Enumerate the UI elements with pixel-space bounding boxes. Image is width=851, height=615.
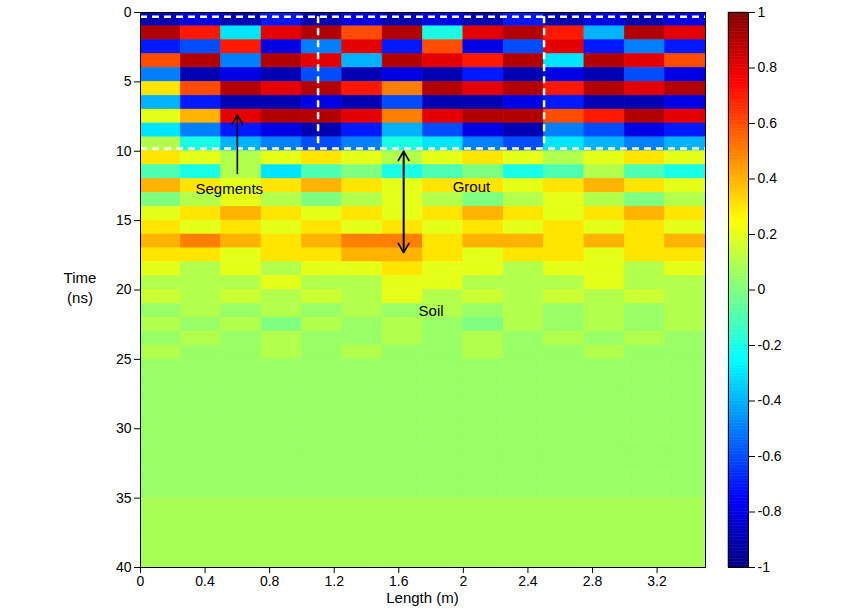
svg-text:0: 0 (758, 281, 766, 297)
svg-text:25: 25 (116, 351, 132, 367)
svg-text:0.6: 0.6 (758, 115, 778, 131)
svg-text:-0.8: -0.8 (758, 503, 782, 519)
svg-text:0: 0 (137, 573, 145, 589)
svg-text:15: 15 (116, 212, 132, 228)
svg-text:0.4: 0.4 (195, 573, 215, 589)
svg-text:-1: -1 (758, 559, 771, 575)
svg-text:Grout: Grout (453, 178, 491, 195)
svg-text:35: 35 (116, 490, 132, 506)
svg-text:-0.6: -0.6 (758, 448, 782, 464)
svg-text:3.2: 3.2 (647, 573, 667, 589)
svg-text:0.8: 0.8 (758, 59, 778, 75)
svg-text:1.2: 1.2 (324, 573, 344, 589)
svg-text:Soil: Soil (419, 302, 444, 319)
svg-text:40: 40 (116, 559, 132, 575)
svg-text:2.8: 2.8 (583, 573, 603, 589)
svg-text:30: 30 (116, 420, 132, 436)
svg-text:0: 0 (124, 4, 132, 20)
html-text:Length (m): Length (m) (386, 589, 459, 606)
svg-text:1: 1 (758, 4, 766, 20)
svg-text:10: 10 (116, 143, 132, 159)
svg-text:-0.4: -0.4 (758, 392, 782, 408)
svg-text:Segments: Segments (196, 180, 264, 197)
svg-text:1.6: 1.6 (389, 573, 409, 589)
svg-text:0.8: 0.8 (260, 573, 280, 589)
svg-text:0.4: 0.4 (758, 170, 778, 186)
svg-text:0.2: 0.2 (758, 226, 778, 242)
svg-text:-0.2: -0.2 (758, 337, 782, 353)
svg-text:5: 5 (124, 73, 132, 89)
svg-text:2.4: 2.4 (518, 573, 538, 589)
svg-text:2: 2 (459, 573, 467, 589)
svg-text:20: 20 (116, 281, 132, 297)
html-text:Time (ns): Time (ns) (63, 269, 97, 306)
